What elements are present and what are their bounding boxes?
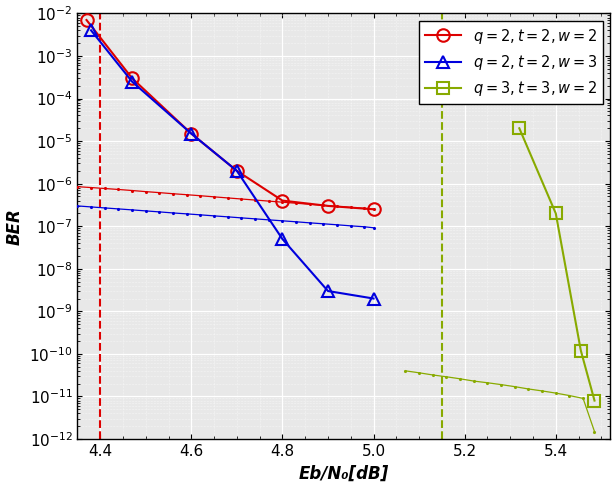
$q=2, t=2, w=2$ (233, 168, 241, 174)
$q=2, t=2, w=3$ (87, 27, 95, 33)
$q=2, t=2, w=3$ (324, 288, 331, 294)
$q=3, t=3, w=2$ (516, 125, 523, 131)
$q=2, t=2, w=3$ (278, 236, 286, 242)
$q=2, t=2, w=2$ (370, 206, 377, 212)
$q=2, t=2, w=2$ (278, 198, 286, 203)
$q=2, t=2, w=3$ (188, 131, 195, 137)
$q=2, t=2, w=3$ (370, 296, 377, 302)
$q=2, t=2, w=3$ (128, 79, 136, 84)
Legend: $q=2, t=2, w=2$, $q=2, t=2, w=3$, $q=3, t=3, w=2$: $q=2, t=2, w=2$, $q=2, t=2, w=3$, $q=3, … (419, 20, 603, 104)
$q=2, t=2, w=2$ (188, 131, 195, 137)
Y-axis label: BER: BER (6, 208, 23, 244)
$q=3, t=3, w=2$ (577, 347, 585, 353)
$q=2, t=2, w=3$ (233, 168, 241, 174)
$q=3, t=3, w=2$ (591, 398, 598, 404)
$q=2, t=2, w=2$ (83, 17, 90, 23)
$q=2, t=2, w=2$ (128, 75, 136, 81)
Line: $q=3, t=3, w=2$: $q=3, t=3, w=2$ (513, 122, 601, 407)
Line: $q=2, t=2, w=3$: $q=2, t=2, w=3$ (85, 24, 380, 305)
$q=3, t=3, w=2$ (552, 210, 559, 216)
X-axis label: Eb/N₀[dB]: Eb/N₀[dB] (299, 465, 389, 483)
Line: $q=2, t=2, w=2$: $q=2, t=2, w=2$ (80, 14, 380, 216)
$q=2, t=2, w=2$ (324, 203, 331, 209)
